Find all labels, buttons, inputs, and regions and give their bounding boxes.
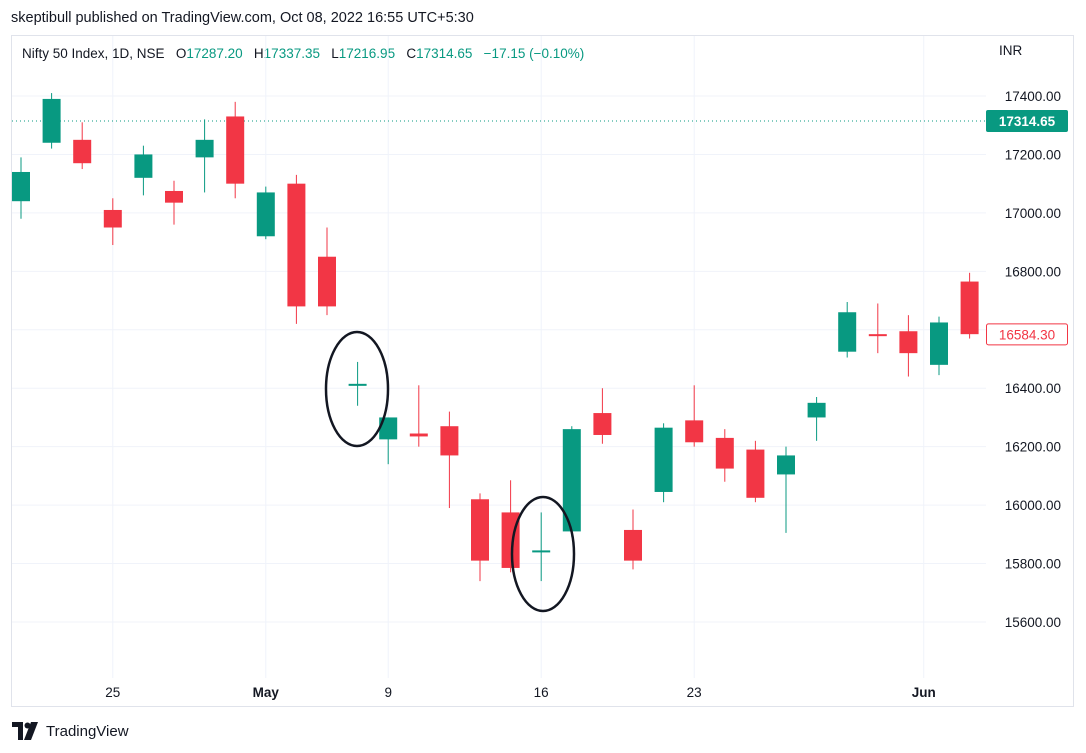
high-value: 17337.35 (263, 46, 320, 61)
marker-price-label-box (986, 323, 1068, 346)
last-price-label-box (986, 109, 1068, 132)
x-tick-label: 16 (534, 685, 549, 700)
currency-label: INR (999, 43, 1023, 58)
candle-body-up[interactable] (777, 455, 795, 475)
y-tick-label: 17200.00 (1005, 147, 1061, 162)
x-tick-label: Jun (912, 685, 936, 700)
ohlc-legend: Nifty 50 Index, 1D, NSE O17287.20 H17337… (22, 46, 584, 61)
candle-body-down[interactable] (287, 183, 306, 307)
candle-body-down[interactable] (440, 426, 459, 456)
candle-body-down[interactable] (715, 437, 734, 469)
candle-body-up[interactable] (807, 402, 826, 418)
candle-body-up[interactable] (195, 139, 214, 158)
candle-body-up[interactable] (348, 383, 367, 386)
candle-body-down[interactable] (318, 256, 336, 307)
candle-body-up[interactable] (838, 312, 857, 352)
y-tick-label: 15800.00 (1005, 557, 1061, 572)
candle-body-down[interactable] (165, 190, 183, 203)
candle-body-down[interactable] (73, 139, 92, 164)
change-value: −17.15 (−0.10%) (483, 46, 585, 61)
x-tick-label: 23 (687, 685, 702, 700)
x-tick-label: May (253, 685, 280, 700)
y-tick-label: 16200.00 (1005, 440, 1061, 455)
candle-body-down[interactable] (960, 281, 979, 335)
candle-body-down[interactable] (593, 413, 612, 435)
y-tick-label: 17400.00 (1005, 89, 1061, 104)
chart-frame (11, 35, 1074, 707)
candle-body-up[interactable] (134, 154, 153, 178)
tradingview-footer[interactable]: TradingView (12, 722, 129, 740)
candle-body-up[interactable] (12, 171, 30, 202)
last-price-label: 17314.65 (999, 114, 1056, 129)
candle-body-up[interactable] (562, 429, 581, 532)
x-tick-label: 25 (105, 685, 120, 700)
y-tick-label: 16800.00 (1005, 264, 1061, 279)
y-tick-label: 15600.00 (1005, 615, 1061, 630)
candle-body-down[interactable] (899, 331, 918, 354)
high-label: H (253, 46, 264, 61)
symbol-title[interactable]: Nifty 50 Index, 1D, NSE (22, 46, 165, 61)
marker-price-label: 16584.30 (999, 327, 1055, 342)
candle-body-down[interactable] (624, 529, 642, 561)
close-value: 17314.65 (416, 46, 473, 61)
low-label: L (331, 46, 339, 61)
y-tick-label: 16000.00 (1005, 498, 1061, 513)
candle-body-up[interactable] (379, 417, 398, 440)
candle-body-up[interactable] (256, 192, 275, 237)
candle-body-down[interactable] (685, 420, 704, 443)
tradingview-logo-icon (12, 722, 38, 740)
candle-body-down[interactable] (868, 334, 887, 337)
candle-body-down[interactable] (103, 209, 122, 228)
open-value: 17287.20 (186, 46, 243, 61)
open-label: O (175, 46, 187, 61)
low-value: 17216.95 (338, 46, 396, 61)
tradingview-brand: TradingView (46, 722, 129, 740)
candle-body-up[interactable] (42, 98, 61, 143)
publisher-line: skeptibull published on TradingView.com,… (11, 10, 474, 26)
close-label: C (406, 46, 417, 61)
doji-annotation-ellipse (510, 495, 576, 613)
candle-body-up[interactable] (532, 550, 551, 553)
candle-body-down[interactable] (471, 499, 489, 561)
doji-annotation-ellipse (324, 330, 390, 448)
y-tick-label: 16400.00 (1005, 381, 1061, 396)
candle-body-up[interactable] (930, 322, 948, 365)
x-tick-label: 9 (384, 685, 392, 700)
y-tick-label: 17000.00 (1005, 206, 1061, 221)
candle-body-down[interactable] (409, 433, 428, 437)
candle-body-down[interactable] (226, 116, 245, 184)
candle-body-down[interactable] (746, 449, 765, 498)
candle-body-up[interactable] (654, 427, 673, 492)
